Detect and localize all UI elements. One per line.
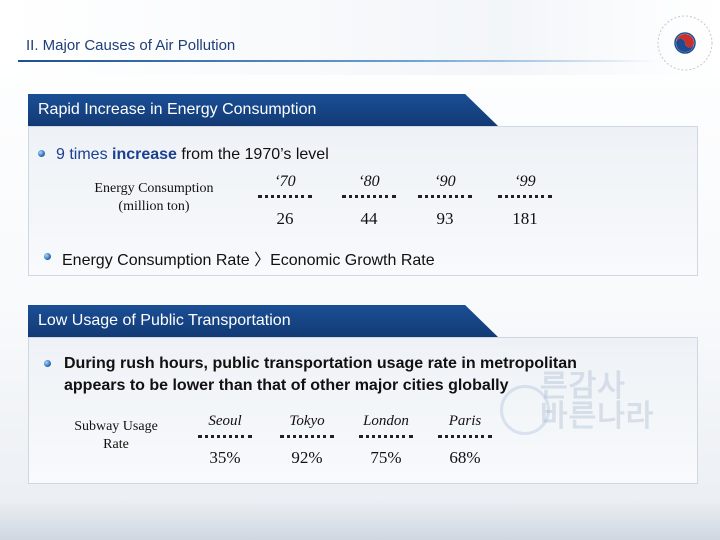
row-label-line: Rate bbox=[103, 437, 129, 452]
year-header: ‘90 bbox=[434, 173, 456, 190]
watermark-line: 바른나라 bbox=[540, 400, 655, 433]
energy-row-label: Energy Consumption (million ton) bbox=[76, 180, 232, 216]
page-title: II. Major Causes of Air Pollution bbox=[26, 37, 236, 54]
subway-row-label: Subway Usage Rate bbox=[60, 418, 172, 454]
watermark-text: 른감사 바른나라 bbox=[540, 372, 654, 432]
energy-value: 44 bbox=[360, 209, 378, 228]
city-header: Paris bbox=[448, 413, 482, 429]
energy-value: 93 bbox=[436, 209, 454, 228]
dotted-divider bbox=[498, 195, 552, 198]
bullet-emphasis-text: increase bbox=[112, 146, 177, 163]
header-divider bbox=[18, 60, 658, 62]
dotted-divider bbox=[359, 435, 413, 438]
header-band bbox=[0, 0, 720, 75]
bullet-line: appears to be lower than that of other m… bbox=[64, 377, 509, 394]
usage-value: 68% bbox=[449, 448, 481, 467]
usage-value: 35% bbox=[209, 448, 241, 467]
energy-panel bbox=[28, 126, 698, 276]
watermark-line: 른감사 bbox=[540, 370, 626, 403]
usage-value: 92% bbox=[291, 448, 323, 467]
city-header: Tokyo bbox=[289, 413, 325, 429]
section-transport-title: Low Usage of Public Transportation bbox=[28, 305, 498, 337]
city-header: London bbox=[363, 413, 409, 429]
year-header: ‘70 bbox=[274, 173, 296, 190]
energy-rate-bullet: Energy Consumption Rate 〉Economic Growth… bbox=[62, 252, 435, 269]
bullet-icon bbox=[38, 150, 45, 157]
energy-value: 26 bbox=[276, 209, 294, 228]
bullet-icon bbox=[44, 360, 51, 367]
transport-bullet: During rush hours, public transportation… bbox=[64, 353, 577, 397]
dotted-divider bbox=[342, 195, 396, 198]
bullet-line: During rush hours, public transportation… bbox=[64, 355, 577, 372]
transport-panel bbox=[28, 337, 698, 484]
row-label-line: Subway Usage bbox=[74, 419, 158, 434]
row-label-line: (million ton) bbox=[118, 199, 190, 214]
year-header: ‘99 bbox=[514, 173, 536, 190]
bullet-icon bbox=[44, 253, 51, 260]
city-header: Seoul bbox=[208, 413, 242, 429]
bottom-decoration bbox=[0, 500, 720, 540]
bullet-rest-text: from the 1970’s level bbox=[176, 146, 329, 163]
dotted-divider bbox=[438, 435, 492, 438]
energy-value: 181 bbox=[512, 209, 538, 228]
watermark-logo-icon bbox=[500, 385, 550, 435]
year-header: ‘80 bbox=[358, 173, 380, 190]
section-energy-title: Rapid Increase in Energy Consumption bbox=[28, 94, 498, 126]
bullet-highlight-text: 9 times bbox=[56, 146, 113, 163]
dotted-divider bbox=[418, 195, 472, 198]
row-label-line: Energy Consumption bbox=[94, 181, 214, 196]
dotted-divider bbox=[280, 435, 334, 438]
usage-value: 75% bbox=[370, 448, 402, 467]
dotted-divider bbox=[258, 195, 312, 198]
dotted-divider bbox=[198, 435, 252, 438]
government-emblem-icon bbox=[657, 15, 713, 71]
energy-increase-bullet: 9 times increase from the 1970’s level bbox=[56, 146, 329, 164]
